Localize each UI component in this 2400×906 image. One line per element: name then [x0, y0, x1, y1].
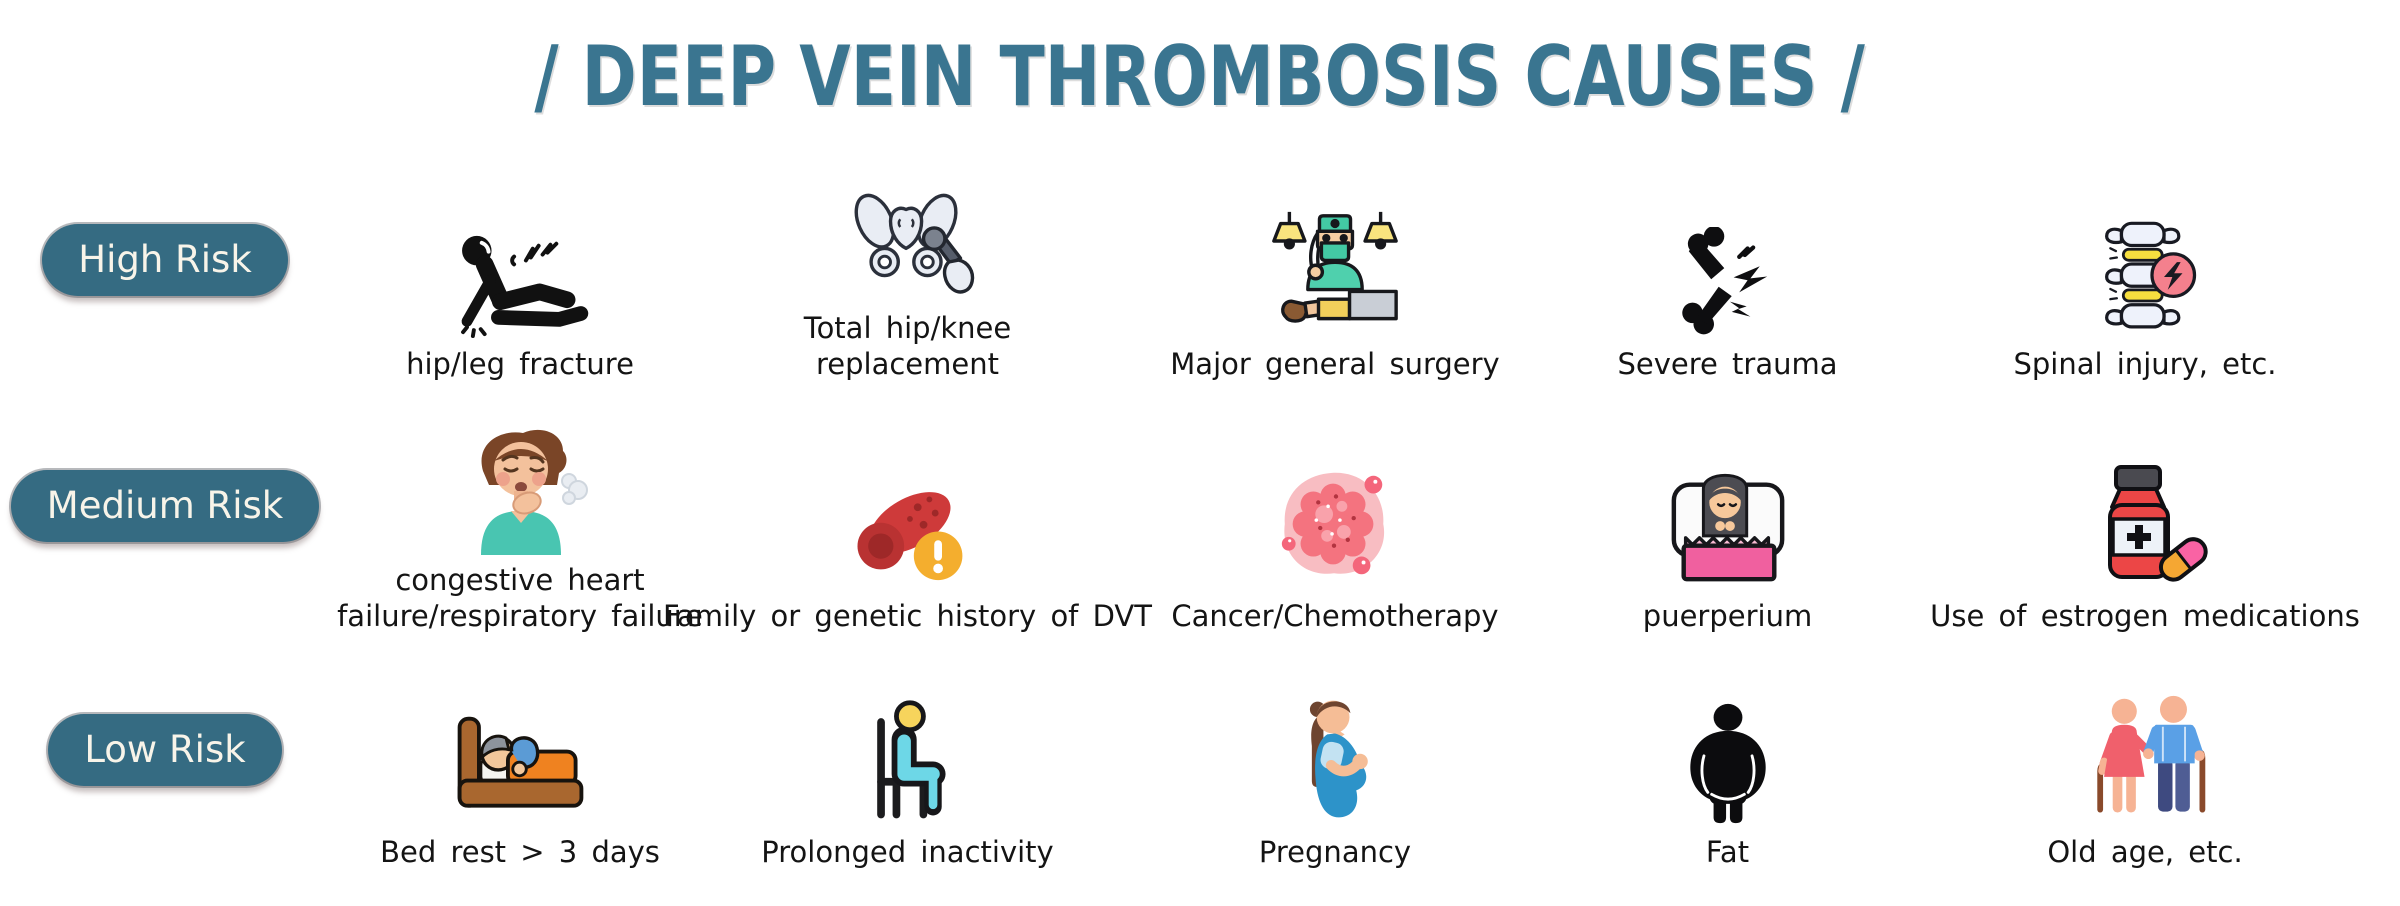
- item-hip-leg-fracture: hip/leg fracture: [330, 152, 710, 392]
- item-label: Severe trauma: [1617, 346, 1838, 381]
- item-label: Family or genetic history of DVT: [663, 598, 1152, 633]
- spinal-injury-icon: [2104, 221, 2196, 329]
- page-title: / DEEP VEIN THROMBOSIS CAUSES /: [534, 27, 1866, 125]
- item-hip-knee-replacement: Total hip/knee replacement: [710, 152, 1105, 392]
- hip-leg-fracture-icon: [461, 235, 589, 338]
- item-label: Major general surgery: [1170, 346, 1500, 381]
- item-label: Total hip/knee replacement: [803, 311, 1012, 381]
- woman-in-bed-icon: [1671, 473, 1784, 582]
- high-risk-cell: High Risk: [0, 152, 330, 392]
- elderly-couple-icon: [2096, 695, 2205, 813]
- item-label: Bed rest > 3 days: [380, 834, 660, 869]
- pregnant-woman-icon: [1309, 700, 1368, 817]
- item-label: Prolonged inactivity: [761, 834, 1054, 869]
- item-spinal-injury: Spinal injury, etc.: [1890, 152, 2400, 392]
- low-risk-cell: Low Risk: [0, 644, 330, 880]
- item-old-age: Old age, etc.: [1890, 644, 2400, 880]
- item-bed-rest: Bed rest > 3 days: [330, 644, 710, 880]
- obese-person-icon: [1689, 703, 1766, 823]
- medium-risk-badge: Medium Risk: [10, 469, 320, 543]
- item-prolonged-inactivity: Prolonged inactivity: [710, 644, 1105, 880]
- item-label: puerperium: [1642, 598, 1813, 633]
- item-severe-trauma: Severe trauma: [1565, 152, 1890, 392]
- item-label: congestive heart failure/respiratory fai…: [337, 563, 703, 633]
- blood-clot-warning-icon: [856, 491, 962, 580]
- item-label: Fat: [1705, 834, 1750, 869]
- surgery-icon: [1272, 211, 1398, 323]
- title-bar: / DEEP VEIN THROMBOSIS CAUSES /: [0, 0, 2400, 152]
- item-puerperium: puerperium: [1565, 392, 1890, 644]
- broken-bone-icon: [1681, 226, 1767, 334]
- item-fat: Fat: [1565, 644, 1890, 880]
- hip-knee-replacement-icon: [854, 193, 974, 294]
- sitting-person-icon: [876, 699, 946, 818]
- item-pregnancy: Pregnancy: [1105, 644, 1565, 880]
- item-label: Cancer/Chemotherapy: [1171, 598, 1499, 633]
- cancer-cell-icon: [1281, 472, 1385, 574]
- medium-risk-cell: Medium Risk: [0, 392, 330, 644]
- item-estrogen-medications: Use of estrogen medications: [1890, 392, 2400, 644]
- item-label: Use of estrogen medications: [1930, 598, 2360, 633]
- item-dvt-history: Family or genetic history of DVT: [663, 392, 1152, 644]
- item-label: Old age, etc.: [2047, 834, 2243, 869]
- item-label: Pregnancy: [1258, 834, 1412, 869]
- low-risk-badge: Low Risk: [48, 713, 282, 787]
- item-major-surgery: Major general surgery: [1105, 152, 1565, 392]
- coughing-person-icon: [481, 430, 588, 556]
- high-risk-badge: High Risk: [42, 223, 288, 297]
- bed-rest-icon: [457, 716, 583, 808]
- item-label: hip/leg fracture: [406, 346, 634, 381]
- risk-grid: High Risk hip/leg fracture: [0, 152, 2400, 880]
- item-cancer-chemotherapy: Cancer/Chemotherapy: [1105, 392, 1565, 644]
- medication-bottle-icon: [2108, 464, 2208, 582]
- item-label: Spinal injury, etc.: [2013, 346, 2277, 381]
- item-heart-respiratory-failure: congestive heart failure/respiratory fai…: [330, 392, 710, 644]
